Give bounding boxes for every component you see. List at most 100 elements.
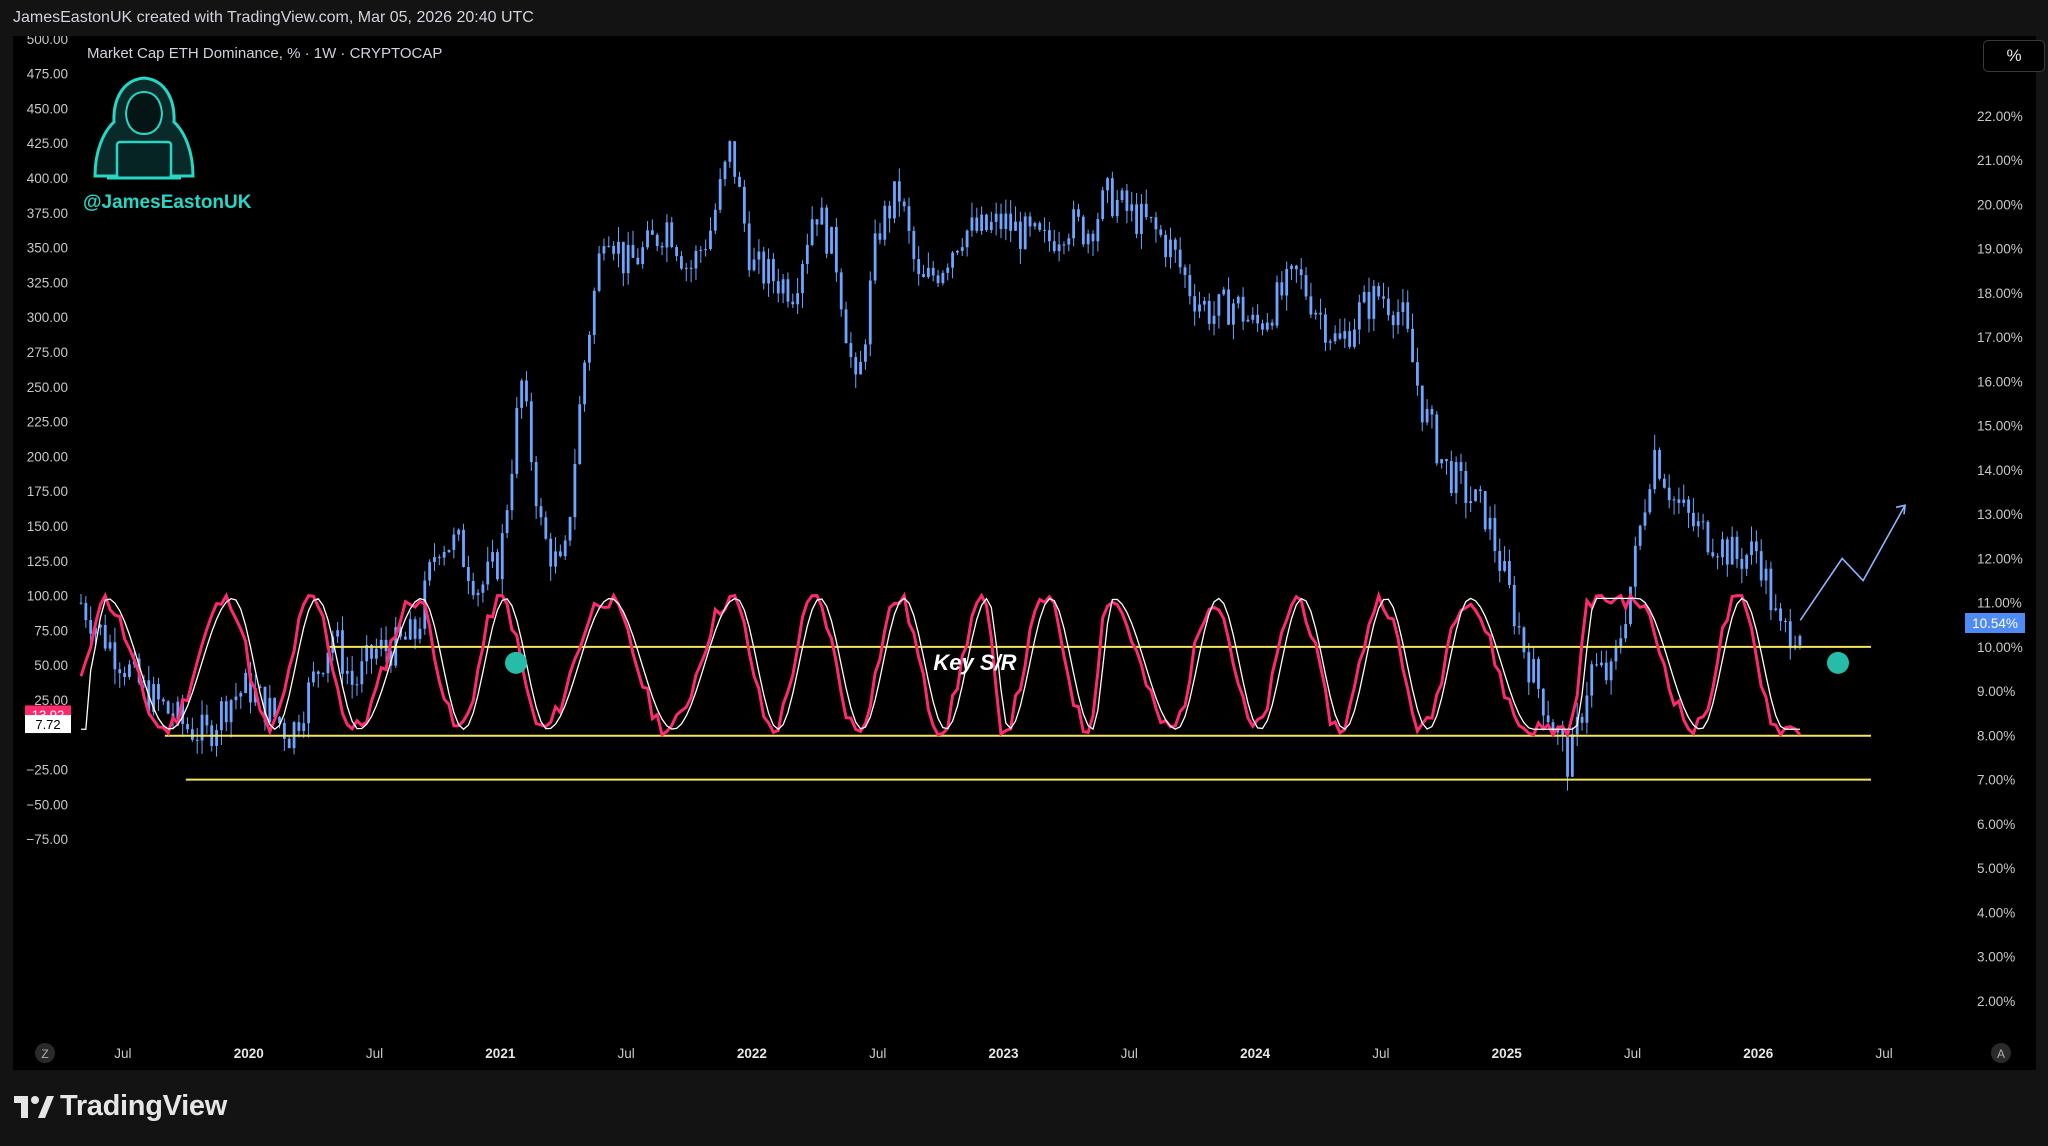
candle-body <box>1038 223 1042 230</box>
candle <box>1711 538 1715 559</box>
candle <box>1459 453 1463 485</box>
candle-body <box>1677 499 1681 503</box>
candle-body <box>1556 729 1560 733</box>
candle-body <box>1721 539 1724 558</box>
candle <box>1169 227 1172 269</box>
candle <box>1101 186 1105 222</box>
candle-body <box>709 230 712 250</box>
candle <box>1290 263 1293 280</box>
candle-body <box>1077 209 1080 217</box>
candle-body <box>825 207 829 254</box>
candle <box>1319 298 1322 330</box>
candle-body <box>956 250 959 253</box>
candle <box>641 241 645 269</box>
candle-body <box>1730 536 1734 565</box>
candle-body <box>699 249 703 251</box>
candle <box>1140 193 1143 249</box>
candle-body <box>1304 275 1308 297</box>
candle <box>709 217 712 251</box>
chart-svg[interactable]: 625.00600.00575.00550.00525.00500.00475.… <box>13 36 2036 1070</box>
candle <box>689 259 693 283</box>
candle-body <box>258 686 262 688</box>
right-axis-tick-label: 4.00% <box>1977 905 2015 920</box>
candle-body <box>873 233 877 281</box>
candle-body <box>350 670 354 685</box>
candle-body <box>1149 217 1153 219</box>
candle <box>379 627 383 657</box>
candle-body <box>200 714 204 741</box>
candle-body <box>1503 561 1506 571</box>
candle <box>544 511 548 541</box>
candle <box>84 596 88 628</box>
candle-body <box>278 717 281 723</box>
candle-body <box>931 267 935 276</box>
candle-body <box>1754 541 1758 552</box>
tradingview-logo-icon <box>14 1096 54 1118</box>
candle <box>844 301 848 344</box>
left-axis-tick-label: 50.00 <box>34 658 68 673</box>
candle <box>1682 484 1686 507</box>
candle <box>1648 483 1652 515</box>
candle-body <box>888 205 892 219</box>
candle-body <box>384 639 388 652</box>
last-price-badge-text: 10.54% <box>1972 616 2018 631</box>
candle <box>108 634 112 652</box>
zoom-reset-button[interactable]: Z <box>35 1043 55 1063</box>
candle <box>1411 313 1414 363</box>
candle <box>728 140 732 168</box>
candle-body <box>166 701 170 714</box>
candle <box>931 261 935 282</box>
stoch-d-badge-bg <box>25 715 71 734</box>
candle-body <box>273 698 277 718</box>
candle-body <box>1546 715 1550 723</box>
candle-body <box>975 217 979 231</box>
percent-scale-button[interactable]: % <box>1983 40 2045 72</box>
candle <box>1106 176 1109 204</box>
candle-body <box>374 648 378 659</box>
candle-body <box>418 628 422 639</box>
left-axis-tick-label: 225.00 <box>27 415 68 430</box>
chart-area[interactable]: 625.00600.00575.00550.00525.00500.00475.… <box>13 36 2045 1070</box>
candle <box>1546 700 1550 725</box>
left-axis-tick-label: 500.00 <box>27 36 68 47</box>
candle-body <box>1696 521 1700 527</box>
candle <box>922 264 925 278</box>
candle-body <box>655 234 659 247</box>
candle-body <box>558 551 562 557</box>
candle <box>433 543 436 571</box>
candle <box>1028 212 1032 237</box>
auto-scale-button[interactable]: A <box>1991 1043 2011 1063</box>
candle <box>1232 298 1235 340</box>
top-credit-bar: JamesEastonUK created with TradingView.c… <box>0 0 2048 36</box>
candle <box>1764 560 1768 595</box>
candle-body <box>864 344 867 362</box>
footer-bar: TradingView <box>0 1070 2048 1146</box>
candle <box>1372 280 1376 332</box>
last-price-badge-bg <box>1965 612 2025 633</box>
candle <box>1474 488 1477 502</box>
candle-body <box>854 357 858 375</box>
candle-body <box>220 701 223 731</box>
candle <box>471 572 475 600</box>
candle <box>602 238 606 261</box>
candle <box>723 160 727 187</box>
zoom-reset-button-circle <box>35 1043 55 1063</box>
candle-body <box>801 264 804 294</box>
candle-body <box>1086 233 1090 245</box>
candle-body <box>500 533 504 580</box>
candle <box>345 656 349 685</box>
candle <box>1604 650 1608 685</box>
candle <box>820 197 824 225</box>
candle <box>1285 261 1289 311</box>
candle <box>1202 296 1206 312</box>
candle-body <box>723 161 727 180</box>
candle <box>404 631 407 640</box>
candle-body <box>1508 561 1511 586</box>
candle <box>912 226 916 272</box>
candle <box>1687 496 1690 529</box>
candle-body <box>510 473 514 511</box>
candle <box>849 332 853 368</box>
candle <box>621 241 625 287</box>
candle-body <box>437 557 441 559</box>
candle-body <box>694 250 698 269</box>
